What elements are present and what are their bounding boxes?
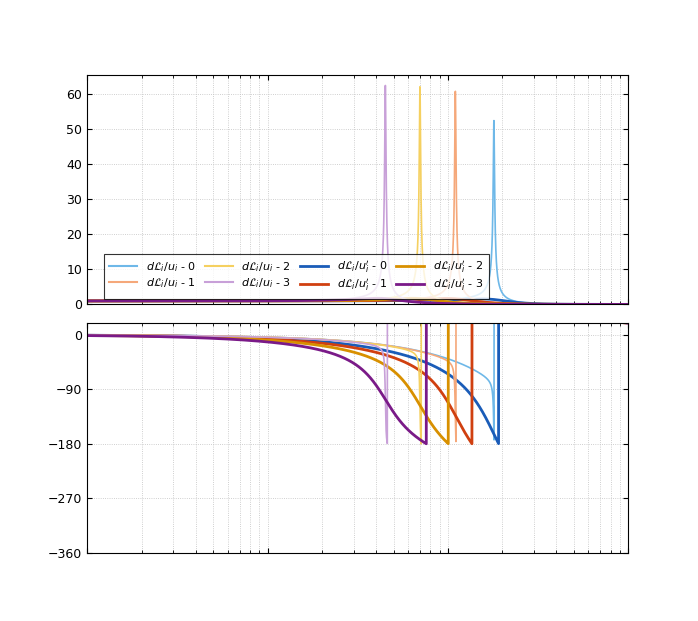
Legend: $d\mathcal{L}_i/u_i$ - 0, $d\mathcal{L}_i/u_i$ - 1, $d\mathcal{L}_i/u_i$ - 2, $d: $d\mathcal{L}_i/u_i$ - 0, $d\mathcal{L}_…	[103, 253, 489, 299]
